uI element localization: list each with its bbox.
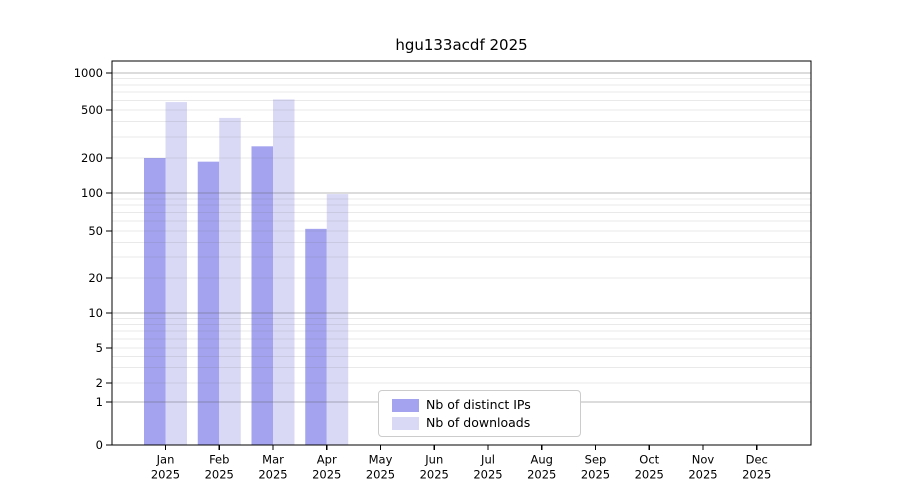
y-tick-label: 500 (81, 103, 103, 117)
x-tick-label-month: May (369, 453, 393, 467)
x-tick-label-year: 2025 (420, 468, 449, 482)
x-tick-label-month: Mar (262, 453, 284, 467)
chart-title: hgu133acdf 2025 (395, 36, 528, 54)
bar-downloads-apr (326, 194, 349, 445)
legend-swatch-distinct-ips (392, 398, 419, 412)
y-tick-label: 0 (96, 438, 103, 452)
y-tick-label: 50 (88, 224, 103, 238)
x-tick-label-month: Sep (585, 453, 607, 467)
x-tick-label-year: 2025 (312, 468, 341, 482)
y-tick-label: 20 (88, 271, 103, 285)
x-tick-label-year: 2025 (581, 468, 610, 482)
plot-border (111, 60, 812, 446)
y-tick-label: 100 (81, 186, 103, 200)
bar-downloads-feb (219, 117, 241, 445)
legend-item-downloads: Nb of downloads (392, 416, 570, 430)
legend-label-distinct-ips: Nb of distinct IPs (426, 397, 531, 412)
y-tick-label: 10 (88, 306, 103, 320)
x-tick-label-month: Apr (317, 453, 337, 467)
legend-label-downloads: Nb of downloads (426, 415, 531, 430)
x-tick-label-month: Oct (639, 453, 659, 467)
x-tick-label-year: 2025 (473, 468, 502, 482)
x-tick-label-month: Aug (531, 453, 553, 467)
x-tick-label-year: 2025 (366, 468, 395, 482)
bar-downloads-mar (273, 99, 295, 445)
y-tick-label: 200 (81, 151, 103, 165)
legend-item-distinct-ips: Nb of distinct IPs (392, 398, 570, 412)
x-tick-label-year: 2025 (742, 468, 771, 482)
x-tick-label-year: 2025 (205, 468, 234, 482)
bar-downloads-jan (165, 102, 187, 445)
bar-distinct-ips-mar (251, 146, 273, 445)
x-tick-label-year: 2025 (527, 468, 556, 482)
x-tick-label-year: 2025 (635, 468, 664, 482)
y-tick-label: 5 (96, 341, 103, 355)
x-tick-label-month: Jan (156, 453, 175, 467)
y-tick-label: 2 (96, 376, 103, 390)
x-tick-label-month: Jul (480, 453, 495, 467)
x-tick-label-year: 2025 (688, 468, 717, 482)
y-tick-label: 1000 (74, 66, 103, 80)
x-tick-label-month: Feb (209, 453, 229, 467)
y-tick-label: 1 (96, 395, 103, 409)
bar-distinct-ips-apr (305, 228, 327, 445)
x-tick-label-month: Nov (692, 453, 715, 467)
bar-distinct-ips-feb (197, 161, 220, 445)
x-tick-label-month: Jun (424, 453, 443, 467)
x-tick-label-year: 2025 (258, 468, 287, 482)
bar-distinct-ips-jan (144, 158, 166, 445)
legend-swatch-downloads (392, 416, 419, 430)
legend: Nb of distinct IPs Nb of downloads (378, 390, 581, 437)
x-tick-label-month: Dec (746, 453, 768, 467)
x-tick-label-year: 2025 (151, 468, 180, 482)
